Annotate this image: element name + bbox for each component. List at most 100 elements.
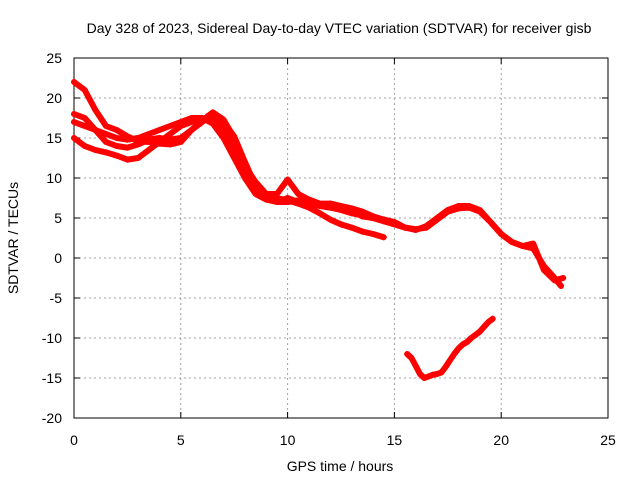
- data-point: [295, 200, 302, 207]
- data-point: [220, 135, 227, 141]
- data-point: [455, 205, 462, 212]
- data-point: [167, 123, 174, 129]
- series-track-d: [71, 109, 565, 289]
- x-tick-label: 25: [600, 432, 616, 448]
- data-point: [487, 219, 494, 225]
- data-point: [263, 191, 270, 197]
- data-point: [489, 315, 496, 322]
- data-point: [391, 221, 398, 228]
- data-point: [560, 275, 567, 281]
- data-point: [434, 371, 441, 377]
- data-point: [92, 107, 99, 113]
- data-point: [380, 218, 387, 225]
- data-point: [429, 371, 436, 378]
- data-point: [124, 144, 131, 151]
- y-tick-label: -10: [42, 330, 62, 346]
- data-point: [124, 156, 131, 163]
- data-point: [103, 123, 110, 129]
- y-tick-label: 25: [46, 50, 62, 66]
- data-point: [295, 191, 302, 197]
- data-point: [498, 231, 505, 237]
- data-point: [338, 221, 344, 228]
- data-point: [135, 155, 142, 161]
- x-tick-label: 15: [387, 432, 403, 448]
- data-point: [519, 243, 526, 249]
- data-point: [167, 131, 174, 137]
- data-point: [348, 224, 355, 231]
- data-point: [468, 335, 475, 341]
- data-point: [135, 135, 142, 141]
- data-point: [92, 127, 99, 133]
- data-point: [451, 351, 458, 357]
- y-axis-label: SDTVAR / TECUs: [5, 182, 21, 294]
- data-point: [459, 341, 466, 348]
- data-point: [241, 175, 248, 181]
- data-point: [370, 215, 377, 221]
- data-point: [103, 139, 110, 145]
- data-point: [455, 345, 462, 352]
- data-point: [167, 136, 174, 143]
- x-tick-label: 5: [177, 432, 185, 448]
- data-point: [370, 231, 377, 237]
- data-point: [380, 234, 387, 241]
- x-tick-label: 10: [280, 432, 296, 448]
- data-point: [124, 136, 131, 143]
- data-point: [113, 135, 120, 141]
- data-point: [530, 245, 537, 252]
- data-point: [402, 224, 409, 231]
- data-point: [476, 208, 483, 215]
- data-point: [81, 123, 88, 129]
- data-point: [113, 152, 120, 159]
- data-point: [327, 200, 334, 207]
- series-line: [404, 315, 496, 381]
- x-axis-ticks: 0 5 10 15 20 25: [70, 58, 616, 448]
- data-point: [476, 328, 483, 335]
- data-point: [92, 147, 99, 153]
- data-point: [113, 127, 120, 133]
- y-tick-label: 0: [54, 250, 62, 266]
- y-tick-label: 20: [46, 90, 62, 106]
- data-point: [316, 210, 323, 217]
- y-tick-label: 10: [46, 170, 62, 186]
- y-tick-label: -5: [50, 290, 63, 306]
- data-point: [103, 131, 110, 137]
- data-point: [220, 116, 227, 123]
- data-point: [558, 283, 565, 289]
- y-tick-label: 15: [46, 130, 62, 146]
- data-point: [408, 355, 415, 361]
- data-point: [145, 147, 152, 153]
- series-line: [71, 79, 567, 284]
- series-track-e: [404, 315, 496, 381]
- y-axis-ticks: -20 -15 -10 -5 0 5 10 15 20 25: [42, 50, 608, 426]
- data-point: [188, 119, 195, 125]
- data-point: [417, 371, 424, 377]
- data-point: [359, 228, 366, 235]
- data-point: [438, 369, 445, 376]
- data-point: [464, 339, 471, 345]
- data-point: [71, 111, 77, 117]
- data-point: [412, 226, 419, 233]
- data-point: [423, 224, 430, 231]
- data-point: [442, 363, 449, 370]
- data-point: [338, 204, 344, 211]
- data-point: [209, 120, 216, 127]
- data-point: [472, 331, 479, 338]
- data-point: [156, 127, 163, 133]
- y-tick-label: -15: [42, 370, 62, 386]
- data-point: [327, 216, 334, 223]
- data-point: [305, 204, 312, 211]
- data-series: [71, 79, 567, 381]
- data-point: [540, 263, 547, 269]
- data-point: [177, 135, 184, 141]
- data-point: [145, 131, 152, 137]
- x-tick-label: 0: [70, 432, 78, 448]
- y-tick-label: -20: [42, 410, 62, 426]
- data-point: [551, 275, 558, 281]
- data-point: [434, 216, 441, 223]
- data-point: [71, 135, 77, 141]
- data-point: [466, 204, 473, 211]
- data-point: [156, 135, 163, 141]
- data-point: [241, 163, 248, 169]
- data-point: [145, 136, 152, 143]
